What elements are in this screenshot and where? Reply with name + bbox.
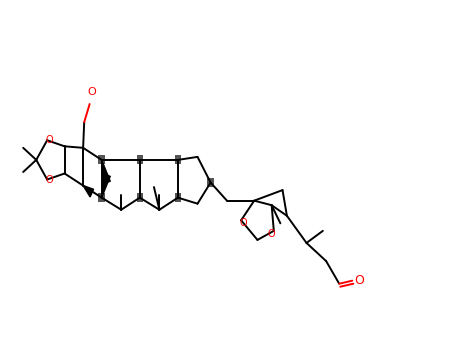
Bar [98, 155, 105, 164]
Bar [136, 193, 143, 202]
Bar [136, 155, 143, 164]
Text: O: O [354, 274, 364, 287]
Text: O: O [87, 87, 96, 97]
Polygon shape [101, 174, 110, 198]
Bar [175, 155, 181, 164]
Bar [98, 193, 105, 202]
Text: O: O [268, 229, 275, 239]
Polygon shape [83, 186, 94, 197]
Bar [175, 193, 181, 202]
Text: O: O [46, 135, 53, 145]
Text: O: O [239, 218, 247, 228]
Bar [207, 178, 214, 187]
Polygon shape [101, 160, 110, 184]
Text: O: O [46, 175, 53, 184]
